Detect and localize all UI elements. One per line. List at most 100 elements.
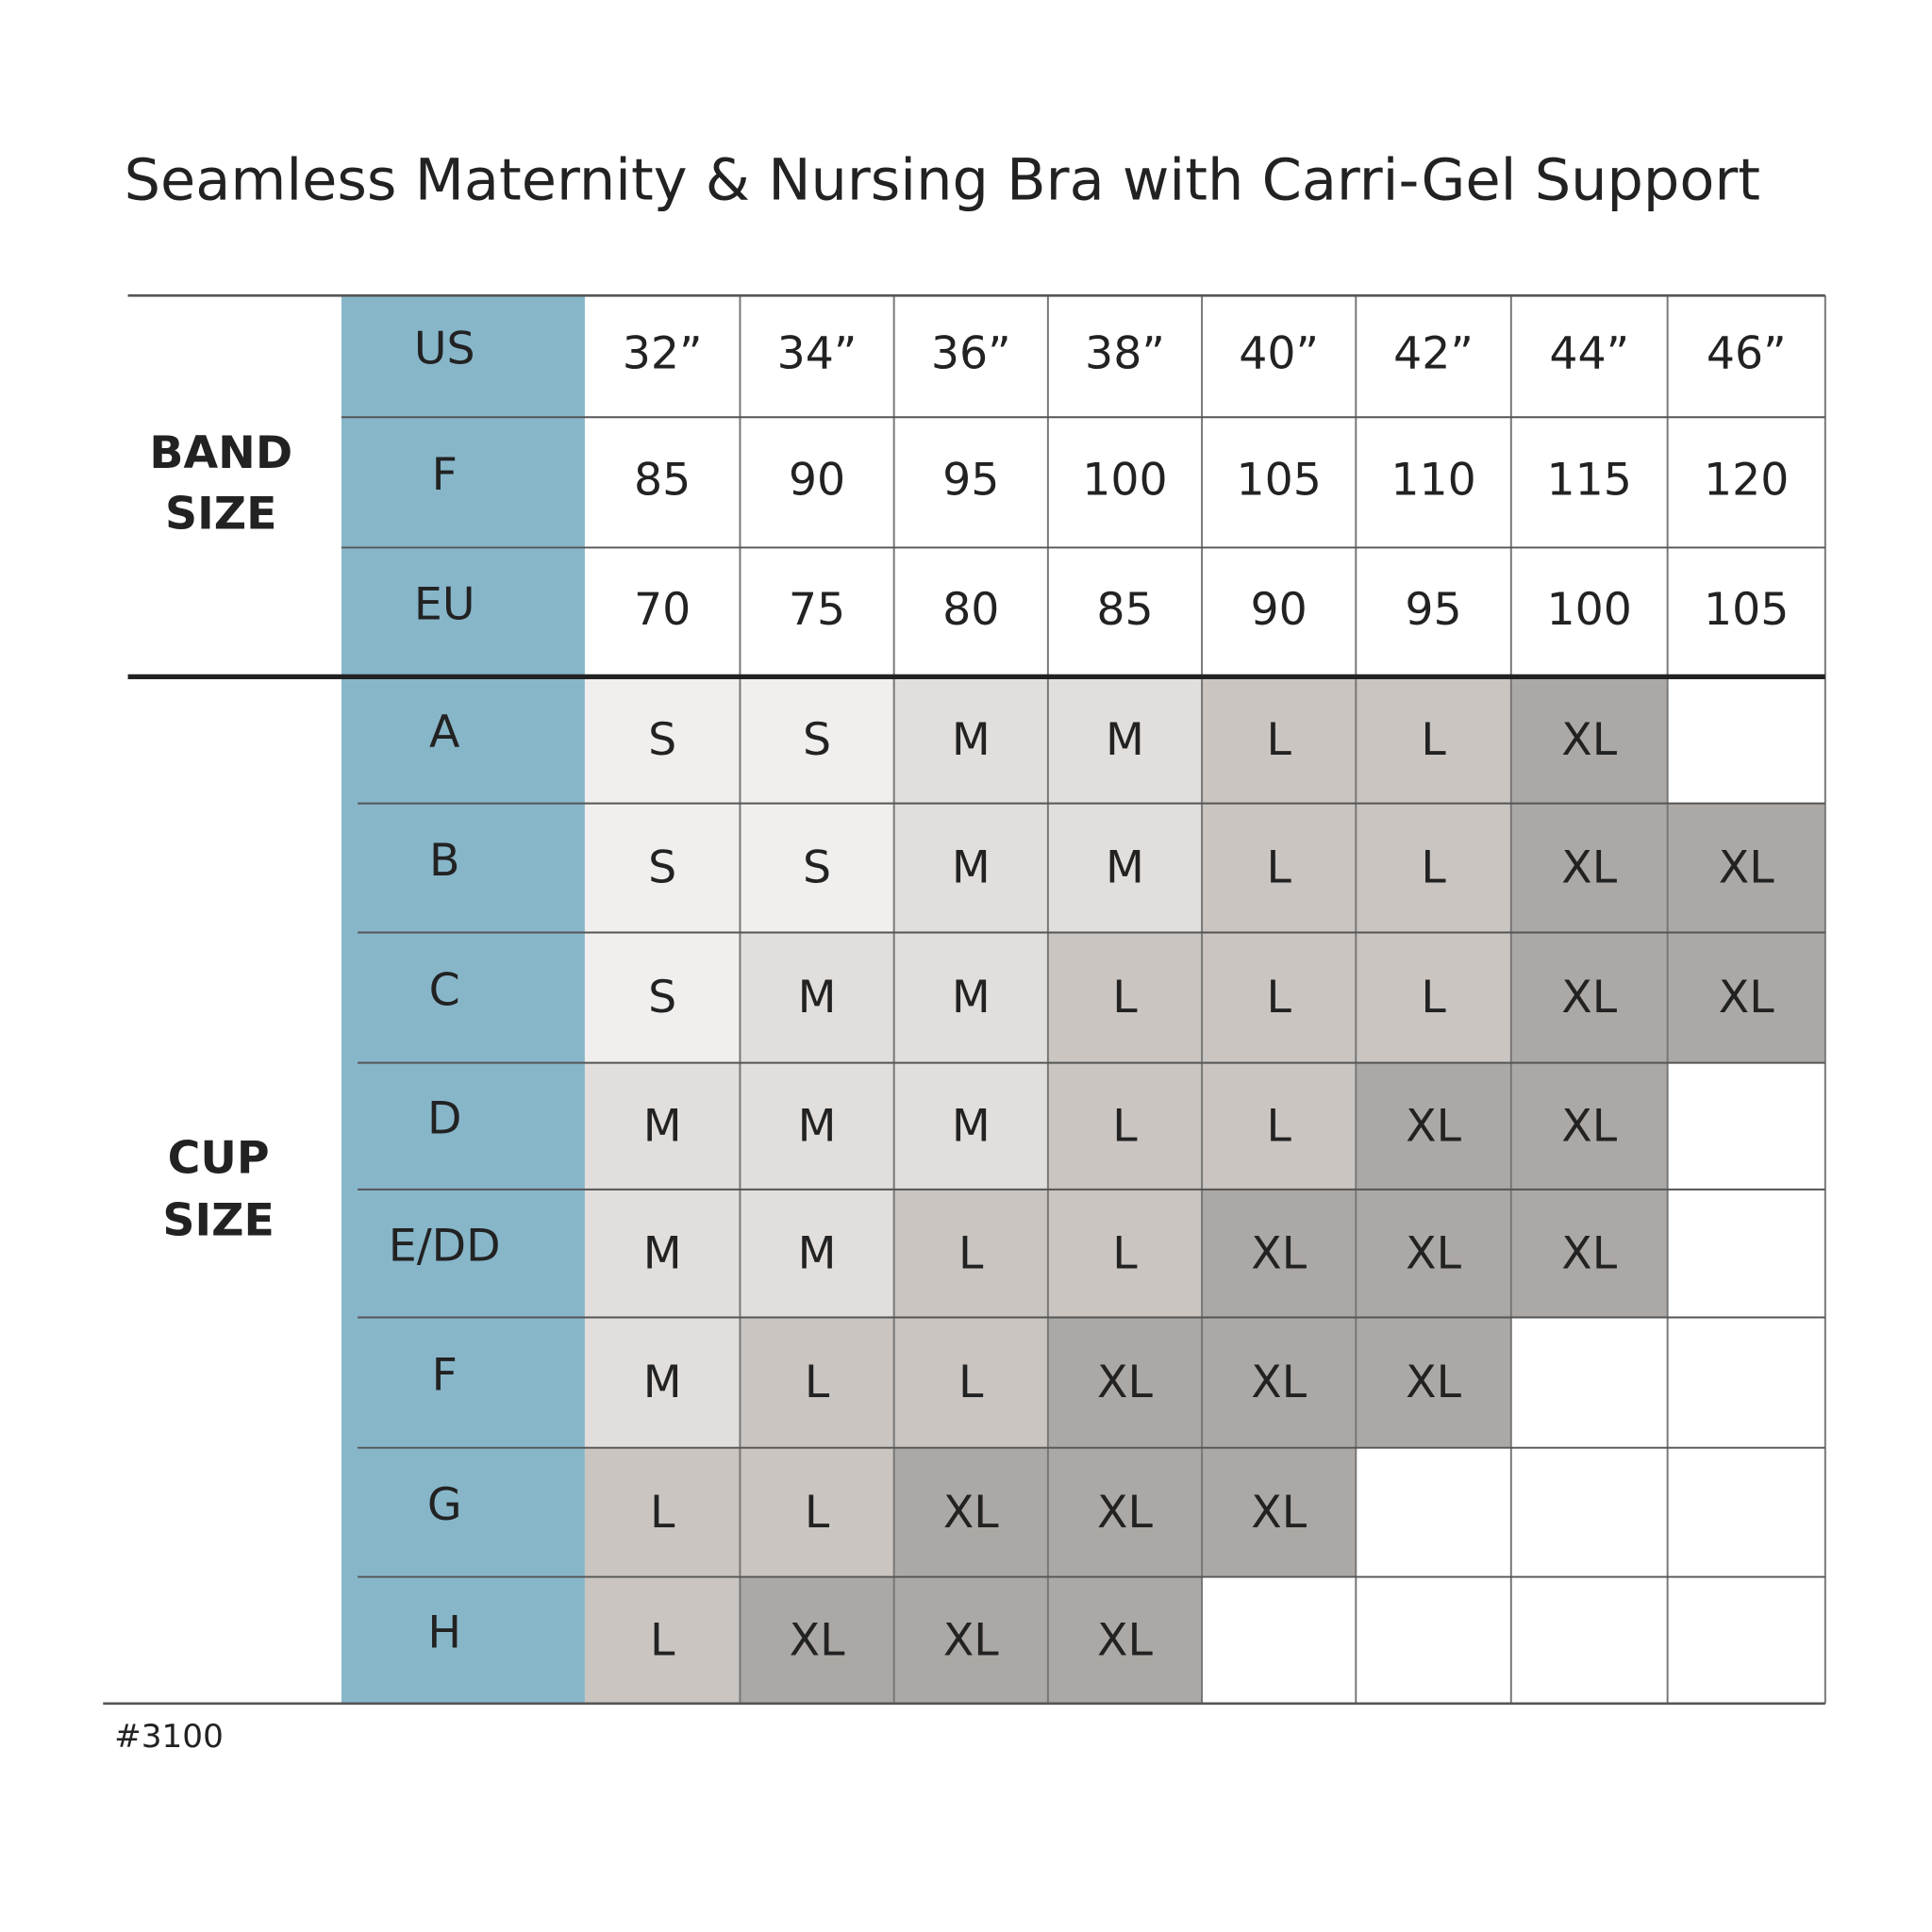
band-value: 100 — [1082, 454, 1167, 506]
size-cell — [1356, 1062, 1511, 1190]
size-cell — [1356, 803, 1511, 933]
size-cell — [893, 1447, 1048, 1577]
size-value: XL — [1406, 1357, 1461, 1408]
band-value: 46” — [1707, 328, 1787, 380]
row-label: D — [427, 1093, 461, 1145]
band-value: 42” — [1393, 328, 1474, 380]
size-cell — [1356, 1189, 1511, 1318]
size-value: XL — [1097, 1357, 1153, 1408]
size-value: L — [1421, 842, 1446, 894]
size-cell — [1510, 1189, 1668, 1318]
size-value: M — [952, 972, 991, 1024]
size-cell — [1047, 1317, 1203, 1448]
size-value: L — [650, 1614, 675, 1666]
row-label: C — [429, 964, 460, 1016]
band-value: 110 — [1391, 454, 1475, 506]
size-cell — [1047, 932, 1203, 1063]
size-cell — [1047, 803, 1203, 933]
size-value: XL — [1561, 842, 1617, 894]
size-cell — [740, 803, 894, 933]
size-cell — [584, 1317, 741, 1448]
band-value: 95 — [942, 454, 999, 506]
row-label: F — [432, 1349, 458, 1401]
row-label: EU — [414, 579, 475, 631]
band-value: 90 — [789, 454, 845, 506]
size-value: M — [952, 1100, 991, 1152]
size-cell — [1047, 1189, 1203, 1318]
size-value: XL — [943, 1614, 999, 1666]
cup-label: SIZE — [162, 1194, 274, 1246]
row-label: G — [427, 1479, 462, 1531]
size-value: M — [643, 1357, 682, 1408]
size-cell — [584, 676, 741, 804]
size-cell — [584, 1447, 741, 1577]
size-value: S — [648, 842, 676, 894]
cup-label: CUP — [168, 1133, 270, 1185]
size-cell — [1510, 1062, 1668, 1190]
band-value: 34” — [777, 328, 858, 380]
size-cell — [740, 1189, 894, 1318]
size-value: M — [643, 1100, 682, 1152]
band-value: 105 — [1236, 454, 1321, 506]
size-value: XL — [1561, 714, 1617, 766]
size-cell — [1202, 1062, 1357, 1190]
title: Seamless Maternity & Nursing Bra with Ca… — [125, 147, 1760, 213]
band-value: 115 — [1547, 454, 1632, 506]
band-value: 36” — [931, 328, 1011, 380]
size-cell — [1356, 932, 1511, 1063]
band-value: 100 — [1547, 584, 1632, 636]
size-value: M — [798, 1100, 837, 1152]
size-cell — [584, 803, 741, 933]
size-value: XL — [1251, 1227, 1307, 1279]
size-value: L — [1266, 1100, 1291, 1152]
size-cell — [1667, 932, 1825, 1063]
row-label: A — [429, 707, 460, 758]
size-cell — [1202, 803, 1357, 933]
size-cell — [584, 932, 741, 1063]
band-value: 38” — [1085, 328, 1165, 380]
size-cell — [1047, 1576, 1203, 1704]
size-cell — [1510, 676, 1668, 804]
size-cell — [584, 1062, 741, 1190]
size-value: M — [1106, 714, 1144, 766]
size-value: M — [798, 1227, 837, 1279]
size-value: S — [803, 714, 831, 766]
band-value: 90 — [1251, 584, 1307, 636]
size-value: L — [1112, 1100, 1138, 1152]
size-value: S — [648, 714, 676, 766]
band-label: BAND — [149, 427, 292, 479]
size-value: M — [643, 1227, 682, 1279]
size-value: XL — [1561, 1100, 1617, 1152]
row-label: E/DD — [389, 1220, 501, 1272]
size-cell — [1356, 676, 1511, 804]
size-value: S — [803, 842, 831, 894]
size-value: XL — [1097, 1487, 1153, 1539]
row-label: US — [414, 323, 475, 375]
size-value: M — [1106, 842, 1144, 894]
size-cell — [584, 1189, 741, 1318]
size-value: L — [1421, 972, 1446, 1024]
size-cell — [893, 1062, 1048, 1190]
band-value: 105 — [1704, 584, 1789, 636]
band-label: SIZE — [165, 489, 276, 541]
size-value: L — [1112, 972, 1138, 1024]
size-value: XL — [790, 1614, 845, 1666]
size-value: M — [952, 714, 991, 766]
size-value: L — [1421, 714, 1446, 766]
size-value: L — [1266, 972, 1291, 1024]
size-cell — [1510, 803, 1668, 933]
label-column — [341, 295, 585, 1704]
band-value: 95 — [1405, 584, 1461, 636]
size-value: M — [952, 842, 991, 894]
size-cell — [740, 932, 894, 1063]
size-cell — [1202, 676, 1357, 804]
size-value: XL — [1561, 972, 1617, 1024]
size-value: M — [798, 972, 837, 1024]
size-value: XL — [1097, 1614, 1153, 1666]
size-cell — [893, 932, 1048, 1063]
size-value: L — [805, 1357, 830, 1408]
size-value: L — [958, 1227, 984, 1279]
size-cell — [740, 1576, 894, 1704]
size-cell — [893, 803, 1048, 933]
